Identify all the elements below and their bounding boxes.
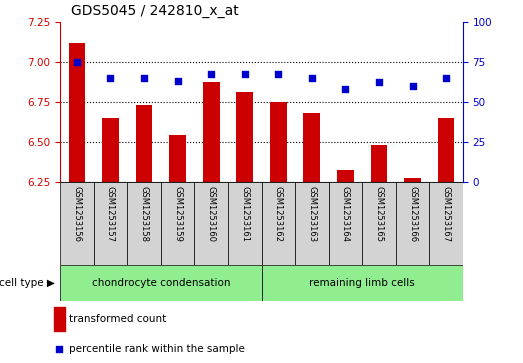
Text: GSM1253167: GSM1253167 [441,186,451,242]
Point [55,347,63,352]
Bar [203,82,220,182]
Text: GDS5045 / 242810_x_at: GDS5045 / 242810_x_at [71,4,238,18]
Text: GSM1253164: GSM1253164 [341,186,350,242]
Bar [161,182,195,265]
Bar [169,135,186,182]
Bar [303,113,320,182]
Text: GSM1253157: GSM1253157 [106,186,115,242]
Text: chondrocyte condensation: chondrocyte condensation [92,278,230,288]
Point [341,86,349,92]
Point [442,75,450,81]
Bar [60,265,262,301]
Bar [94,182,127,265]
Text: GSM1253158: GSM1253158 [140,186,149,242]
Point [241,72,249,77]
Text: GSM1253163: GSM1253163 [308,186,316,242]
Bar [69,42,85,182]
Bar [135,105,152,182]
Bar [228,182,262,265]
Bar [54,307,64,331]
Bar [337,170,354,182]
Point [106,75,115,81]
Bar [195,182,228,265]
Point [174,78,182,84]
Point [207,72,215,77]
Bar [262,182,295,265]
Text: remaining limb cells: remaining limb cells [309,278,415,288]
Text: GSM1253165: GSM1253165 [374,186,383,242]
Text: cell type ▶: cell type ▶ [0,278,55,288]
Bar [371,145,388,182]
Point [274,72,282,77]
Point [308,75,316,81]
Text: GSM1253156: GSM1253156 [72,186,82,242]
Point [140,75,148,81]
Point [73,59,81,65]
Text: GSM1253159: GSM1253159 [173,186,182,241]
Bar [328,182,362,265]
Bar [127,182,161,265]
Bar [262,265,463,301]
Bar [236,92,253,182]
Point [408,83,417,89]
Bar [270,102,287,182]
Text: GSM1253160: GSM1253160 [207,186,215,242]
Bar [438,118,454,182]
Point [375,79,383,85]
Bar [60,182,94,265]
Bar [396,182,429,265]
Text: percentile rank within the sample: percentile rank within the sample [69,344,245,354]
Bar [102,118,119,182]
Text: GSM1253166: GSM1253166 [408,186,417,242]
Text: GSM1253162: GSM1253162 [274,186,283,242]
Text: GSM1253161: GSM1253161 [240,186,249,242]
Bar [362,182,396,265]
Bar [295,182,328,265]
Text: transformed count: transformed count [69,314,166,323]
Bar [429,182,463,265]
Bar [404,178,421,182]
